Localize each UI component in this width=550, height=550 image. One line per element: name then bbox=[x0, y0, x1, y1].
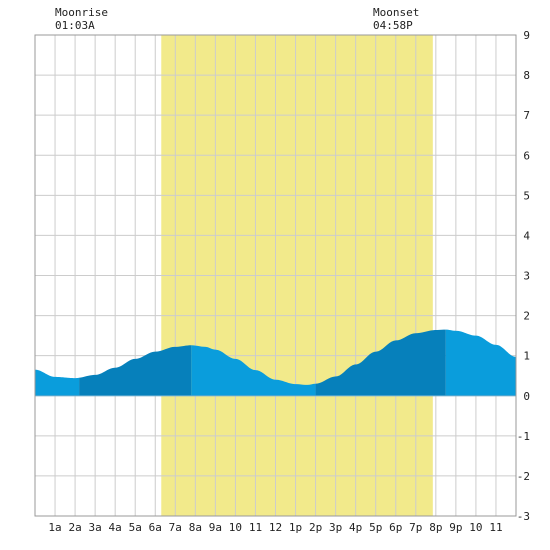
y-tick-label: -1 bbox=[517, 430, 530, 443]
x-tick-label: 7a bbox=[169, 521, 182, 534]
y-tick-label: -3 bbox=[517, 510, 530, 523]
x-tick-label: 11 bbox=[249, 521, 262, 534]
tide-area-dark bbox=[315, 329, 446, 396]
moonrise-title: Moonrise bbox=[55, 6, 108, 19]
x-tick-label: 3p bbox=[329, 521, 342, 534]
x-tick-label: 10 bbox=[229, 521, 242, 534]
x-tick-label: 11 bbox=[489, 521, 502, 534]
y-tick-labels: 9 8 7 6 5 4 3 2 1 0 -1 -2 -3 bbox=[517, 29, 531, 523]
x-tick-label: 2p bbox=[309, 521, 322, 534]
x-tick-label: 1a bbox=[48, 521, 61, 534]
plot-frame bbox=[34, 34, 517, 517]
moonset-label: Moonset 04:58P bbox=[373, 6, 419, 32]
tide-area-layer bbox=[35, 329, 516, 396]
x-tick-label: 1p bbox=[289, 521, 302, 534]
x-tick-label: 12 bbox=[269, 521, 282, 534]
x-tick-label: 6p bbox=[389, 521, 402, 534]
y-tick-label: 7 bbox=[523, 109, 530, 122]
x-tick-label: 5a bbox=[129, 521, 142, 534]
y-tick-label: 6 bbox=[523, 149, 530, 162]
y-tick-label: 8 bbox=[523, 69, 530, 82]
tide-area-dark bbox=[79, 345, 192, 396]
x-tick-label: 5p bbox=[369, 521, 382, 534]
y-tick-label: 4 bbox=[523, 229, 530, 242]
tide-area-light bbox=[35, 369, 80, 396]
moonset-title: Moonset bbox=[373, 6, 420, 19]
y-tick-label: 5 bbox=[523, 189, 530, 202]
tide-area-light bbox=[445, 329, 516, 396]
tide-area-light bbox=[191, 345, 316, 396]
grid-layer bbox=[35, 35, 516, 516]
x-tick-label: 8a bbox=[189, 521, 202, 534]
moonrise-time: 01:03A bbox=[55, 19, 95, 32]
x-tick-label: 3a bbox=[89, 521, 102, 534]
x-tick-label: 7p bbox=[409, 521, 422, 534]
y-tick-label: 2 bbox=[523, 310, 530, 323]
y-tick-label: 9 bbox=[523, 29, 530, 42]
x-tick-label: 8p bbox=[429, 521, 442, 534]
y-tick-label: 0 bbox=[523, 390, 530, 403]
x-tick-label: 9a bbox=[209, 521, 222, 534]
x-tick-labels: 1a 2a 3a 4a 5a 6a 7a 8a 9a 10 11 12 1p 2p 3p 4p 5p 6p 7p 8p… bbox=[48, 521, 502, 534]
moonset-time: 04:58P bbox=[373, 19, 413, 32]
x-tick-label: 2a bbox=[68, 521, 81, 534]
x-tick-label: 4p bbox=[349, 521, 362, 534]
x-tick-label: 4a bbox=[109, 521, 122, 534]
y-tick-label: 1 bbox=[523, 350, 530, 363]
moonrise-label: Moonrise 01:03A bbox=[55, 6, 108, 32]
y-tick-label: 3 bbox=[523, 270, 530, 283]
x-tick-label: 9p bbox=[449, 521, 462, 534]
x-tick-label: 10 bbox=[469, 521, 482, 534]
x-tick-label: 6a bbox=[149, 521, 162, 534]
y-tick-label: -2 bbox=[517, 470, 530, 483]
